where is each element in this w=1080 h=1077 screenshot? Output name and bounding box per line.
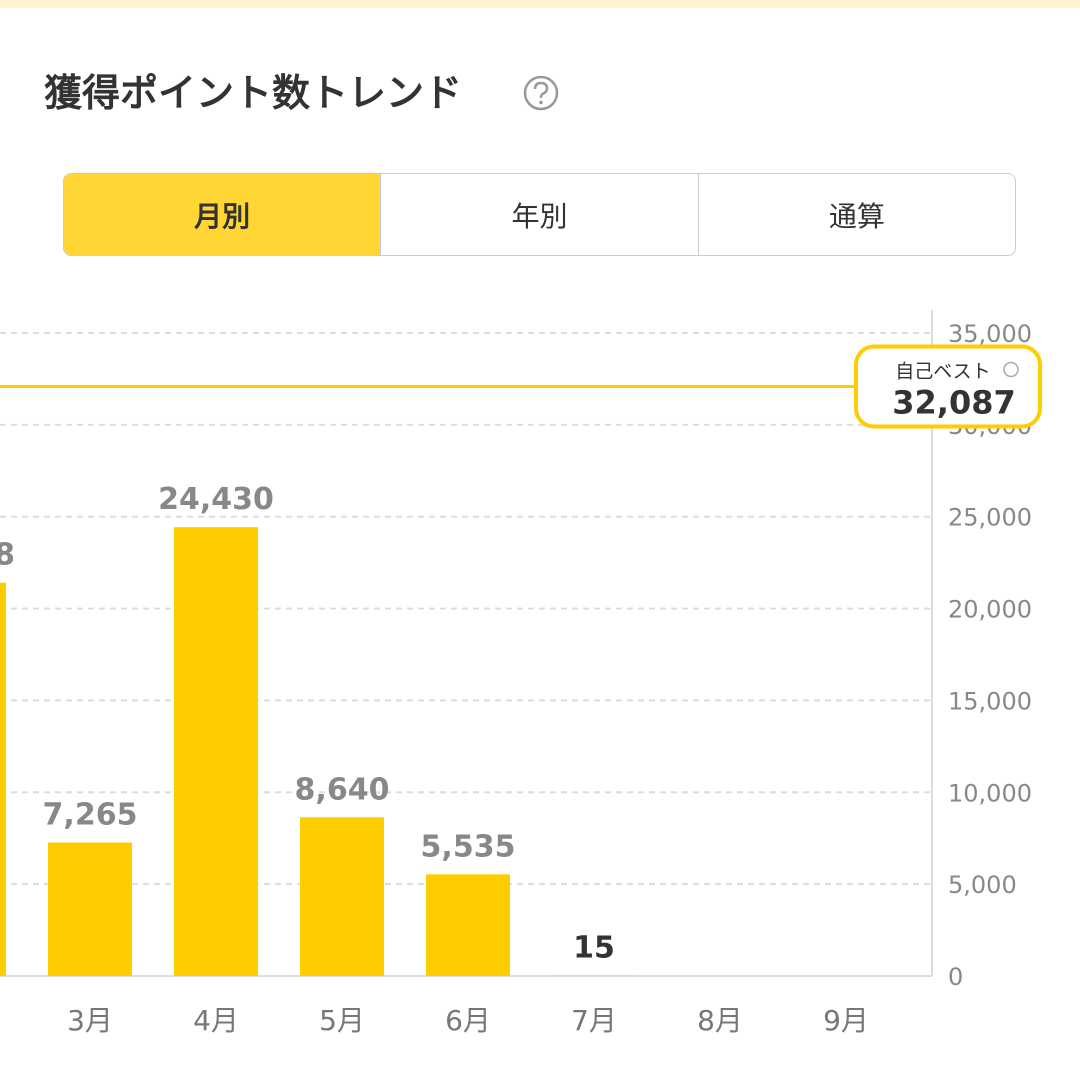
x-tick-label: 6月 xyxy=(445,1004,491,1037)
y-tick-label: 30,000 xyxy=(948,412,1032,440)
bar xyxy=(300,817,384,976)
value-label: 24,430 xyxy=(158,482,274,517)
bar xyxy=(48,842,132,976)
bar xyxy=(0,582,6,976)
best-label: 自己ベスト xyxy=(895,361,990,383)
x-tick-label: 8月 xyxy=(697,1004,743,1037)
y-tick-label: 10,000 xyxy=(948,779,1032,807)
best-value: 32,087 xyxy=(892,384,1015,422)
tab[interactable]: 年別 xyxy=(380,174,697,255)
x-tick-label: 3月 xyxy=(67,1004,113,1037)
bar xyxy=(426,874,510,976)
tab[interactable]: 通算 xyxy=(697,174,1015,255)
value-label: 8,640 xyxy=(295,772,390,807)
x-tick-label: 5月 xyxy=(319,1004,365,1037)
value-label: 7,265 xyxy=(43,798,138,833)
best-badge xyxy=(854,344,1042,429)
y-tick-label: 25,000 xyxy=(948,504,1032,532)
best-help-icon xyxy=(1003,361,1019,378)
help-icon[interactable] xyxy=(522,74,560,112)
y-tick-label: 5,000 xyxy=(948,871,1017,899)
value-label: 8 xyxy=(0,538,15,573)
y-tick-label: 35,000 xyxy=(948,320,1032,348)
y-tick-label: 20,000 xyxy=(948,596,1032,624)
value-label: 5,535 xyxy=(421,829,516,864)
top-strip xyxy=(0,0,1080,8)
tab-bar: 月別 年別 通算 xyxy=(63,173,1016,256)
tab[interactable]: 月別 xyxy=(64,174,381,255)
x-tick-label: 4月 xyxy=(193,1004,239,1037)
bar xyxy=(174,527,258,976)
y-tick-label: 0 xyxy=(948,963,963,991)
x-tick-label: 7月 xyxy=(571,1004,617,1037)
title: 獲得ポイント数トレンド xyxy=(44,71,463,115)
y-tick-label: 15,000 xyxy=(948,687,1032,715)
x-tick-label: 9月 xyxy=(823,1004,869,1037)
value-label: 15 xyxy=(573,931,615,966)
